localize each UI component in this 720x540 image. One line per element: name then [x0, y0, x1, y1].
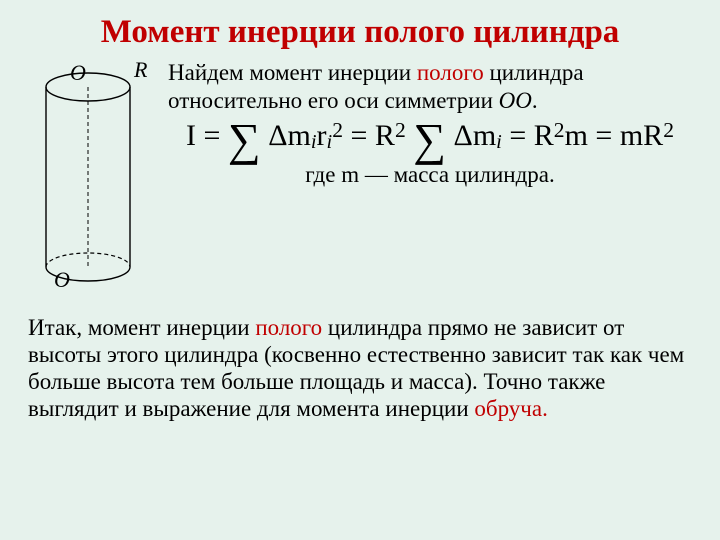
label-O-bottom: O — [54, 267, 70, 292]
diagram-area: O R O — [28, 57, 168, 292]
body-accent1: полого — [255, 315, 322, 340]
intro-paragraph: Найдем момент инерции полого цилиндра от… — [168, 59, 692, 114]
where-line: где m — масса цилиндра. — [168, 162, 692, 188]
formula-area: I = ∑ Δmiri2 = R2 ∑ Δmi = R2m = mR2 — [168, 118, 692, 154]
formula: I = ∑ Δmiri2 = R2 ∑ Δmi = R2m = mR2 — [186, 118, 674, 154]
intro-t3: . — [532, 88, 538, 113]
cylinder-diagram: O R O — [28, 57, 148, 292]
body-t1: Итак, момент инерции — [28, 315, 255, 340]
intro-accent1: полого — [417, 60, 484, 85]
intro-OO: ОО — [499, 88, 532, 113]
top-row: O R O Найдем момент инерции полого цилин… — [28, 57, 692, 292]
label-O-top: O — [70, 60, 86, 85]
body-paragraph: Итак, момент инерции полого цилиндра пря… — [28, 314, 692, 423]
intro-t1: Найдем момент инерции — [168, 60, 417, 85]
body-accent2: обруча. — [474, 396, 547, 421]
slide-title: Момент инерции полого цилиндра — [28, 14, 692, 51]
label-R: R — [133, 57, 148, 82]
